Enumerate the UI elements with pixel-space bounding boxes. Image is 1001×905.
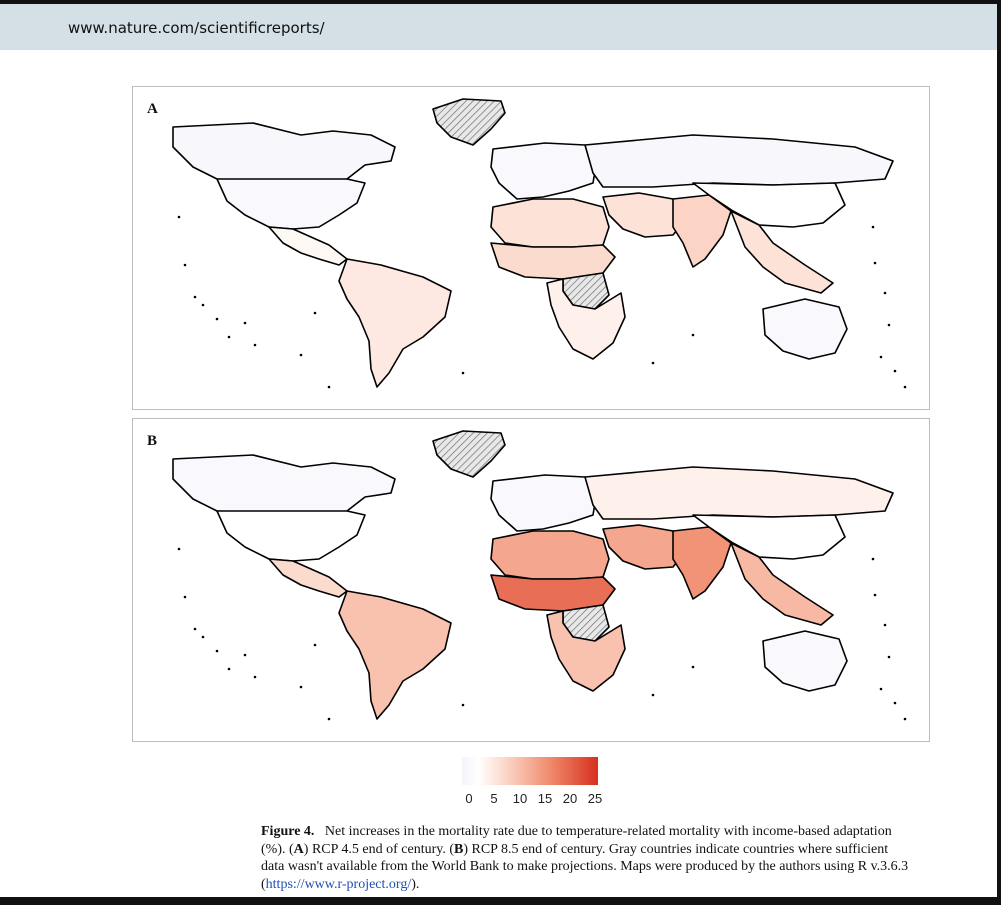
map-island <box>327 385 331 389</box>
figure-caption: Figure 4. Net increases in the mortality… <box>261 823 911 893</box>
map-region-europe <box>490 142 598 200</box>
map-region-central-america <box>268 226 348 266</box>
map-island <box>651 361 655 365</box>
map-region-north-africa <box>490 530 610 580</box>
legend-tick: 20 <box>562 791 578 806</box>
map-panel-b: B <box>132 418 930 742</box>
map-region-sahel <box>490 574 616 612</box>
r-project-link[interactable]: https://www.r-project.org/ <box>265 876 412 892</box>
panel-label-b: B <box>147 433 158 449</box>
map-island <box>873 261 877 265</box>
map-island <box>883 291 887 295</box>
map-region-middle-east <box>602 524 690 570</box>
map-region-southern-africa <box>546 278 626 360</box>
map-island <box>183 263 187 267</box>
journal-header-bar: www.nature.com/scientificreports/ <box>0 0 997 50</box>
map-island <box>201 635 205 639</box>
map-region-canada <box>172 122 396 184</box>
map-island <box>313 311 317 315</box>
map-region-canada <box>172 454 396 516</box>
map-island <box>651 693 655 697</box>
map-region-sahel <box>490 242 616 280</box>
world-map-b <box>172 430 907 721</box>
map-island <box>253 343 257 347</box>
map-region-north-america <box>216 178 366 230</box>
legend-tick: 5 <box>490 791 498 806</box>
map-island <box>691 665 695 669</box>
map-island <box>193 627 197 631</box>
legend-tick-labels: 0 5 10 15 20 25 <box>458 791 608 809</box>
map-island <box>183 595 187 599</box>
map-island <box>871 557 875 561</box>
map-island <box>893 369 897 373</box>
map-island <box>227 667 231 671</box>
journal-url[interactable]: www.nature.com/scientificreports/ <box>68 19 325 37</box>
caption-text-3: ) RCP 8.5 end of century. Gray countries… <box>261 841 909 892</box>
map-island <box>887 323 891 327</box>
map-island <box>313 643 317 647</box>
map-region-southeast-asia <box>730 542 834 626</box>
map-region-europe <box>490 474 598 532</box>
map-island <box>193 295 197 299</box>
map-island <box>883 623 887 627</box>
map-region-southeast-asia <box>730 210 834 294</box>
caption-bold-a: A <box>293 841 304 857</box>
map-island <box>253 675 257 679</box>
caption-text-1: Net increases in the mortality rate due … <box>261 824 892 857</box>
map-region-greenland <box>432 430 506 478</box>
panel-label-a: A <box>147 101 158 117</box>
map-island <box>215 317 219 321</box>
legend-tick: 10 <box>512 791 528 806</box>
map-island <box>461 371 465 375</box>
map-island <box>243 321 247 325</box>
map-island <box>299 685 303 689</box>
map-island <box>879 355 883 359</box>
map-region-south-america <box>338 258 452 388</box>
map-island <box>327 717 331 721</box>
map-island <box>215 649 219 653</box>
map-island <box>871 225 875 229</box>
map-region-australia <box>762 630 848 692</box>
map-region-australia <box>762 298 848 360</box>
map-panel-a: A <box>132 86 930 410</box>
map-region-north-america <box>216 510 366 562</box>
map-island <box>299 353 303 357</box>
map-island <box>887 655 891 659</box>
map-region-russia <box>584 466 894 520</box>
figure-label: Figure 4. <box>261 824 315 839</box>
map-region-south-america <box>338 590 452 720</box>
map-island <box>893 701 897 705</box>
caption-text-2: ) RCP 4.5 end of century. ( <box>303 841 454 857</box>
legend-tick: 25 <box>587 791 603 806</box>
color-legend-bar <box>462 757 598 785</box>
map-island <box>873 593 877 597</box>
map-island <box>177 547 181 551</box>
map-region-east-asia <box>692 514 846 560</box>
map-region-central-america <box>268 558 348 598</box>
caption-bold-b: B <box>454 841 464 857</box>
map-region-southern-africa <box>546 610 626 692</box>
world-map-a <box>172 98 907 389</box>
legend-tick: 0 <box>465 791 473 806</box>
map-island <box>177 215 181 219</box>
map-island <box>691 333 695 337</box>
legend-tick: 15 <box>537 791 553 806</box>
map-island <box>903 385 907 389</box>
map-region-south-asia <box>672 526 732 600</box>
map-island <box>879 687 883 691</box>
map-region-north-africa <box>490 198 610 248</box>
map-region-russia <box>584 134 894 188</box>
map-island <box>903 717 907 721</box>
map-island <box>227 335 231 339</box>
map-region-south-asia <box>672 194 732 268</box>
map-region-east-asia <box>692 182 846 228</box>
map-region-greenland <box>432 98 506 146</box>
map-island <box>201 303 205 307</box>
map-island <box>243 653 247 657</box>
caption-text-4: ). <box>411 876 420 892</box>
map-region-middle-east <box>602 192 690 238</box>
map-island <box>461 703 465 707</box>
